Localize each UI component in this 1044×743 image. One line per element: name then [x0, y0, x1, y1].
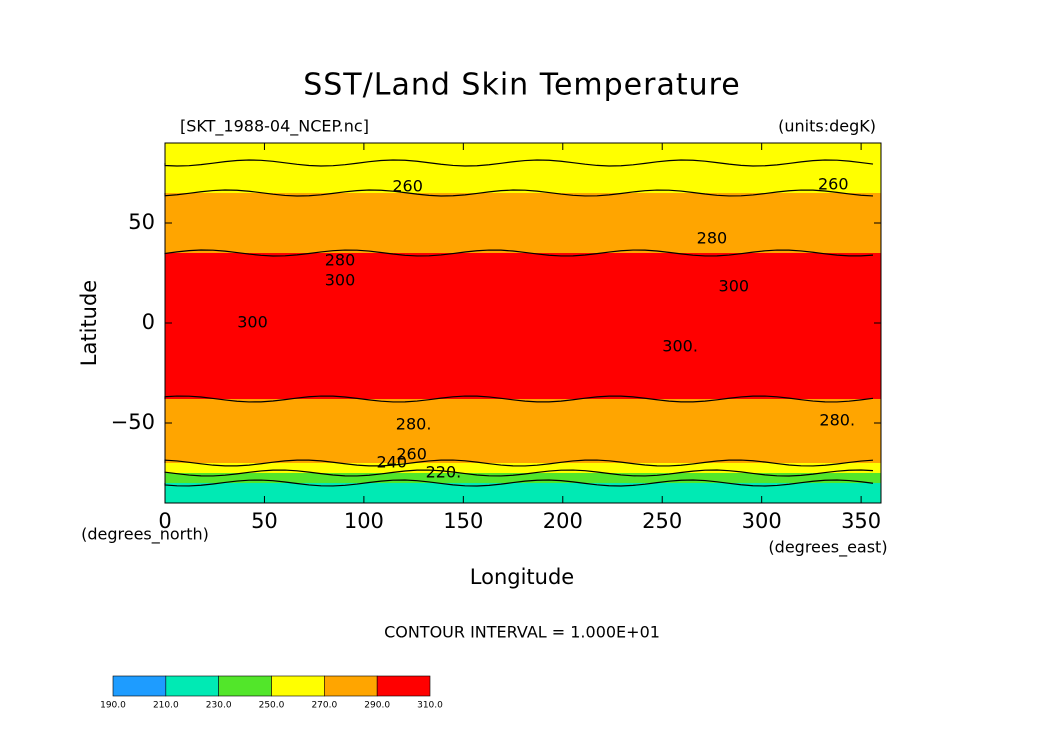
colorbar-swatch	[218, 675, 272, 697]
temperature-band	[165, 473, 881, 483]
contour-label: 300	[325, 271, 356, 290]
colorbar-swatch	[165, 675, 219, 697]
temperature-band	[165, 463, 881, 473]
contour-label: 280	[325, 251, 356, 270]
contour-label: 260	[818, 175, 849, 194]
contour-label: 280	[697, 229, 728, 248]
chart-title: SST/Land Skin Temperature	[303, 68, 741, 103]
x-tick-label: 350	[841, 509, 881, 533]
x-axis-label: Longitude	[470, 565, 574, 589]
x-tick-label: 0	[158, 509, 171, 533]
colorbar-label: 210.0	[153, 701, 179, 711]
temperature-band	[165, 193, 881, 253]
contour-line	[164, 469, 874, 477]
y-axis-label: Latitude	[77, 280, 101, 366]
x-tick-label: 150	[443, 509, 483, 533]
colorbar-swatch	[112, 675, 167, 697]
contour-line	[164, 459, 874, 467]
subtitle-right: (units:degK)	[778, 117, 876, 136]
contour-interval: CONTOUR INTERVAL = 1.000E+01	[384, 623, 660, 642]
x-tick-label: 50	[251, 509, 278, 533]
subtitle-left: [SKT_1988-04_NCEP.nc]	[180, 117, 369, 137]
x-tick-label: 300	[742, 509, 782, 533]
y-tick-label: 0	[142, 310, 155, 334]
y-units: (degrees_north)	[81, 525, 209, 545]
contour-line	[164, 159, 874, 167]
contour-label: 300	[719, 277, 750, 296]
y-tick-label: 50	[128, 210, 155, 234]
y-tick-label: −50	[111, 410, 155, 434]
contour-label: 260	[396, 445, 427, 464]
contour-label: 260	[392, 177, 423, 196]
temperature-band	[165, 483, 881, 503]
contour-label: 280.	[396, 415, 432, 434]
colorbar-label: 310.0	[417, 701, 443, 711]
contour-label: 220.	[426, 463, 462, 482]
contour-label: 240	[376, 453, 407, 472]
colorbar-label: 190.0	[100, 701, 126, 711]
colorbar-label: 290.0	[364, 701, 390, 711]
contour-line	[164, 395, 874, 403]
contour-line	[164, 189, 874, 197]
x-tick-label: 100	[344, 509, 384, 533]
temperature-band	[165, 253, 881, 399]
temperature-band	[165, 163, 881, 193]
colorbar-label: 230.0	[206, 701, 232, 711]
contour-label: 280.	[819, 411, 855, 430]
x-units: (degrees_east)	[768, 538, 887, 558]
colorbar-swatch	[376, 675, 431, 697]
x-tick-label: 200	[543, 509, 583, 533]
temperature-band	[165, 399, 881, 463]
x-tick-label: 250	[642, 509, 682, 533]
contour-line	[164, 479, 874, 487]
contour-line	[164, 249, 874, 257]
colorbar-label: 270.0	[311, 701, 337, 711]
colorbar-swatch	[271, 675, 325, 697]
contour-label: 300	[237, 313, 268, 332]
colorbar-label: 250.0	[259, 701, 285, 711]
temperature-band	[165, 143, 881, 163]
colorbar-swatch	[324, 675, 378, 697]
contour-label: 300.	[662, 337, 698, 356]
